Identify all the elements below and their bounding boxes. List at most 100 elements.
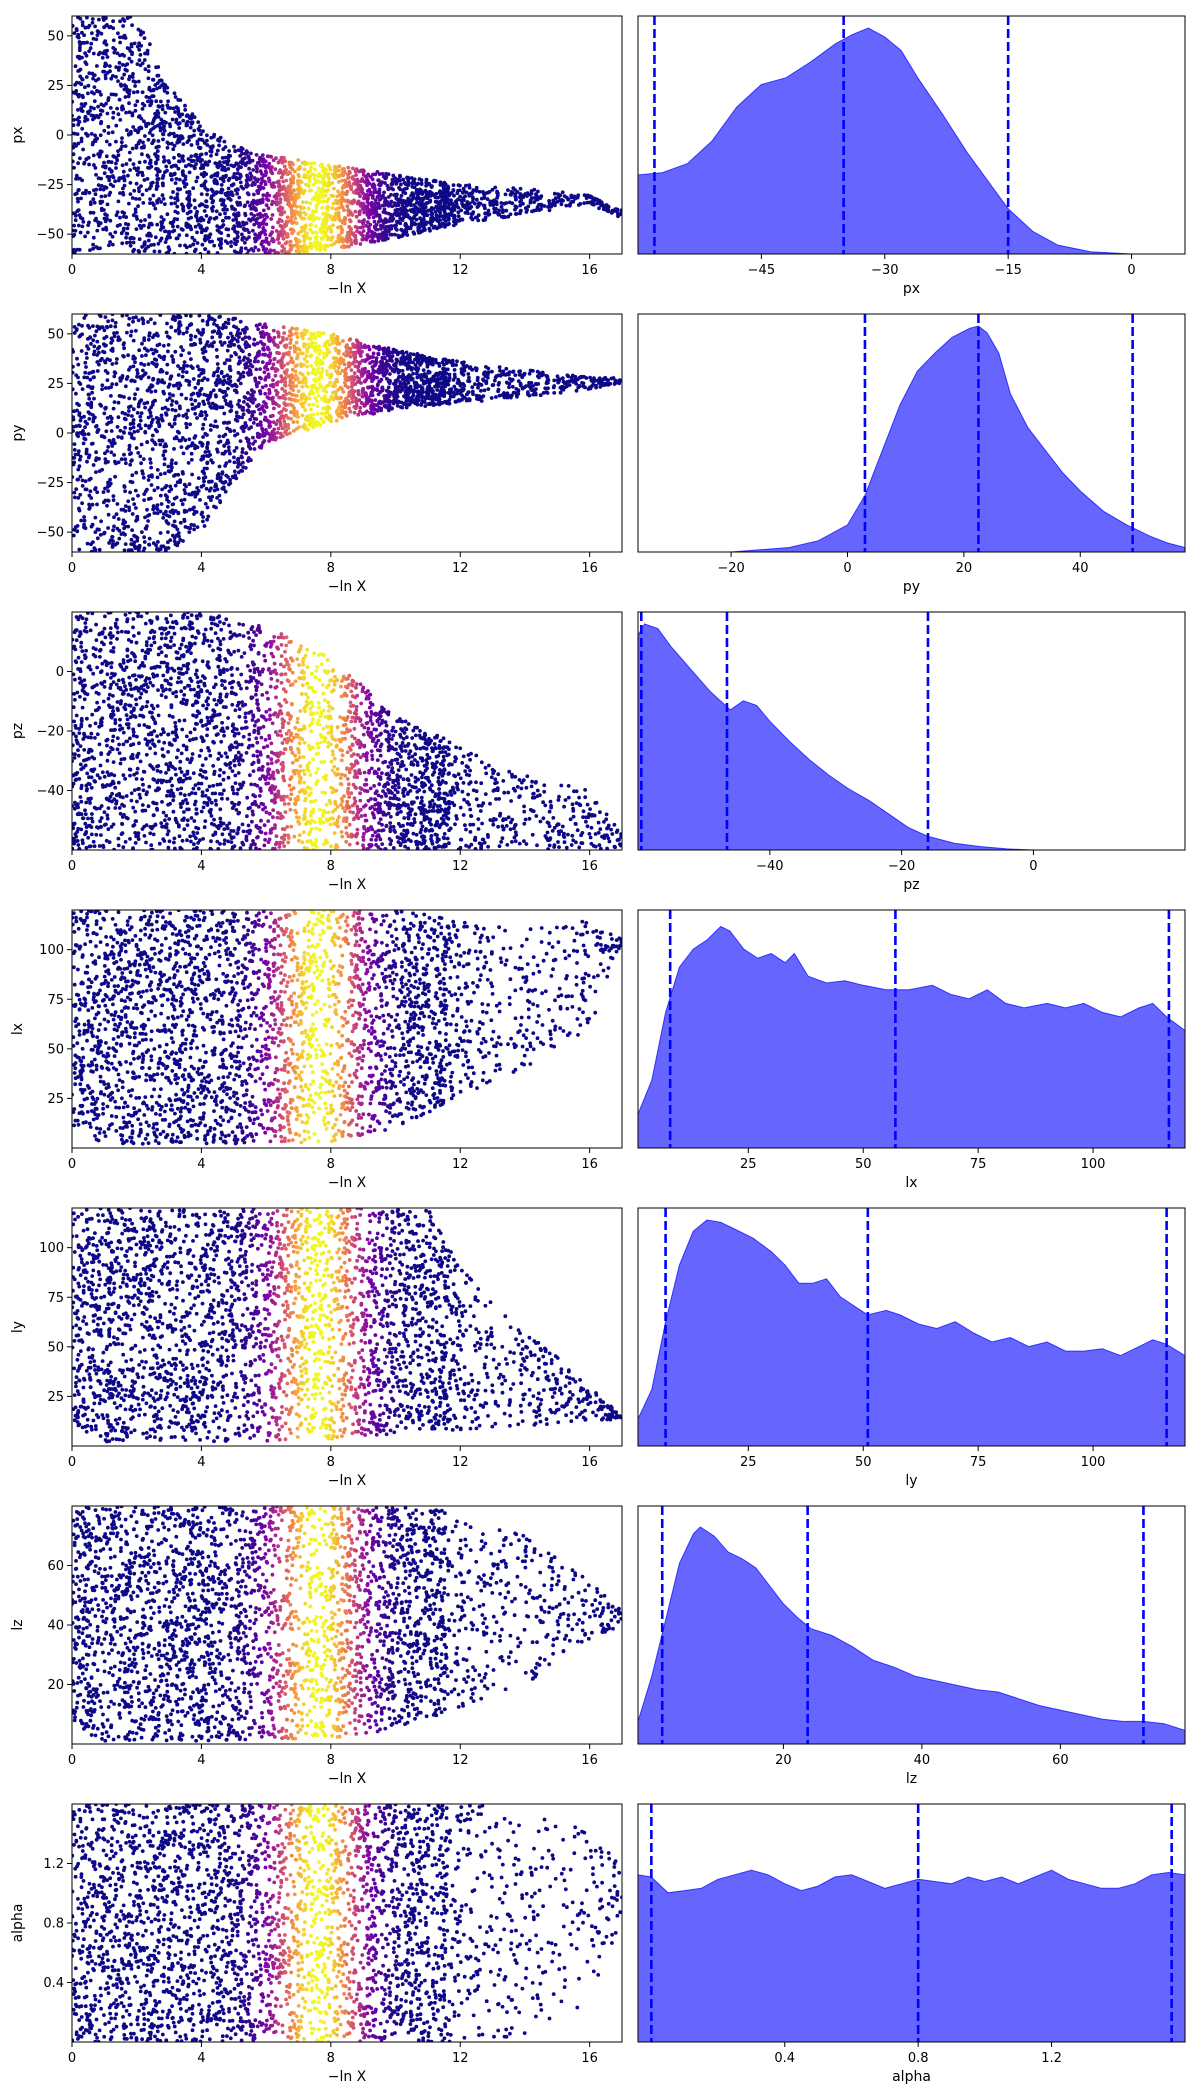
scatter-point — [433, 199, 438, 204]
scatter-point — [446, 197, 450, 202]
scatter-point — [508, 212, 513, 217]
scatter-point — [325, 372, 330, 377]
scatter-point — [212, 179, 217, 184]
scatter-point — [323, 181, 328, 186]
scatter-point — [74, 144, 78, 148]
scatter-point — [244, 221, 249, 226]
scatter-point — [212, 216, 217, 221]
scatter-point — [421, 217, 426, 222]
scatter-point — [357, 219, 362, 224]
scatter-point — [454, 363, 458, 367]
scatter-point — [437, 225, 442, 230]
scatter-point — [370, 183, 375, 188]
scatter-point — [125, 62, 130, 66]
scatter-point — [446, 189, 450, 194]
scatter-point — [486, 208, 491, 213]
scatter-point — [78, 474, 83, 479]
scatter-point — [235, 234, 240, 239]
scatter-point — [136, 493, 140, 498]
scatter-point — [470, 217, 475, 222]
scatter-point — [341, 243, 346, 248]
scatter-point — [97, 345, 102, 349]
scatter-point — [458, 194, 462, 199]
scatter-point — [98, 50, 102, 55]
scatter-point — [272, 406, 276, 411]
scatter-point — [212, 340, 216, 345]
scatter-point — [246, 192, 251, 197]
scatter-point — [188, 125, 193, 130]
scatter-point — [357, 191, 361, 196]
scatter-point — [602, 206, 606, 211]
scatter-point — [462, 383, 467, 388]
scatter-point — [314, 191, 319, 195]
scatter-point — [614, 207, 618, 212]
scatter-point — [317, 352, 322, 356]
scatter-point — [306, 184, 311, 189]
scatter-point — [290, 221, 295, 226]
scatter-point — [195, 364, 200, 369]
scatter-point — [411, 192, 416, 197]
scatter-point — [582, 201, 586, 206]
scatter-point — [373, 398, 378, 402]
scatter-point — [117, 61, 122, 65]
scatter-point — [140, 170, 145, 175]
x-tick-label: −45 — [748, 263, 775, 278]
scatter-point — [180, 470, 185, 474]
scatter-point — [261, 325, 265, 330]
scatter-point — [107, 438, 112, 443]
scatter-point — [299, 180, 304, 185]
scatter-point — [103, 315, 108, 319]
scatter-point — [413, 222, 418, 227]
scatter-point — [114, 65, 119, 69]
scatter-point — [121, 214, 126, 219]
scatter-point — [377, 172, 382, 177]
scatter-point — [280, 426, 285, 431]
scatter-point — [313, 244, 318, 249]
scatter-point — [409, 203, 413, 208]
scatter-point — [275, 430, 280, 435]
scatter-point — [167, 232, 172, 236]
scatter-point — [171, 219, 176, 224]
scatter-point — [502, 214, 507, 219]
scatter-point — [390, 204, 395, 209]
scatter-point — [99, 102, 104, 107]
scatter-point — [469, 212, 474, 217]
scatter-point — [256, 327, 260, 332]
scatter-point — [83, 234, 87, 239]
scatter-point — [163, 240, 168, 245]
scatter-point — [276, 234, 281, 239]
scatter-point — [386, 224, 391, 229]
scatter-point — [231, 182, 236, 187]
scatter-point — [496, 387, 501, 392]
scatter-point — [278, 168, 282, 173]
scatter-point — [122, 211, 127, 216]
scatter-point — [210, 494, 215, 499]
y-tick-label: 50 — [47, 29, 64, 44]
scatter-point — [149, 243, 154, 247]
x-tick-label: 4 — [197, 263, 205, 278]
scatter-point — [116, 435, 121, 439]
scatter-point — [357, 187, 361, 192]
scatter-point — [222, 166, 227, 171]
scatter-point — [559, 202, 564, 207]
scatter-point — [158, 493, 163, 498]
scatter-point — [221, 219, 225, 223]
scatter-point — [199, 484, 204, 489]
scatter-point — [133, 210, 138, 215]
scatter-point — [131, 162, 136, 167]
scatter-point — [370, 193, 375, 198]
scatter-point — [163, 110, 168, 115]
scatter-point — [210, 335, 215, 340]
scatter-point — [171, 147, 176, 152]
scatter-point — [142, 401, 147, 406]
scatter-point — [606, 378, 610, 383]
scatter-point — [102, 531, 106, 536]
scatter-point — [234, 217, 239, 222]
scatter-point — [181, 414, 186, 418]
scatter-point — [181, 118, 186, 123]
scatter-point — [169, 177, 174, 182]
scatter-point — [80, 20, 85, 25]
scatter-point — [126, 524, 131, 529]
scatter-point — [261, 404, 265, 409]
scatter-point — [350, 201, 355, 206]
